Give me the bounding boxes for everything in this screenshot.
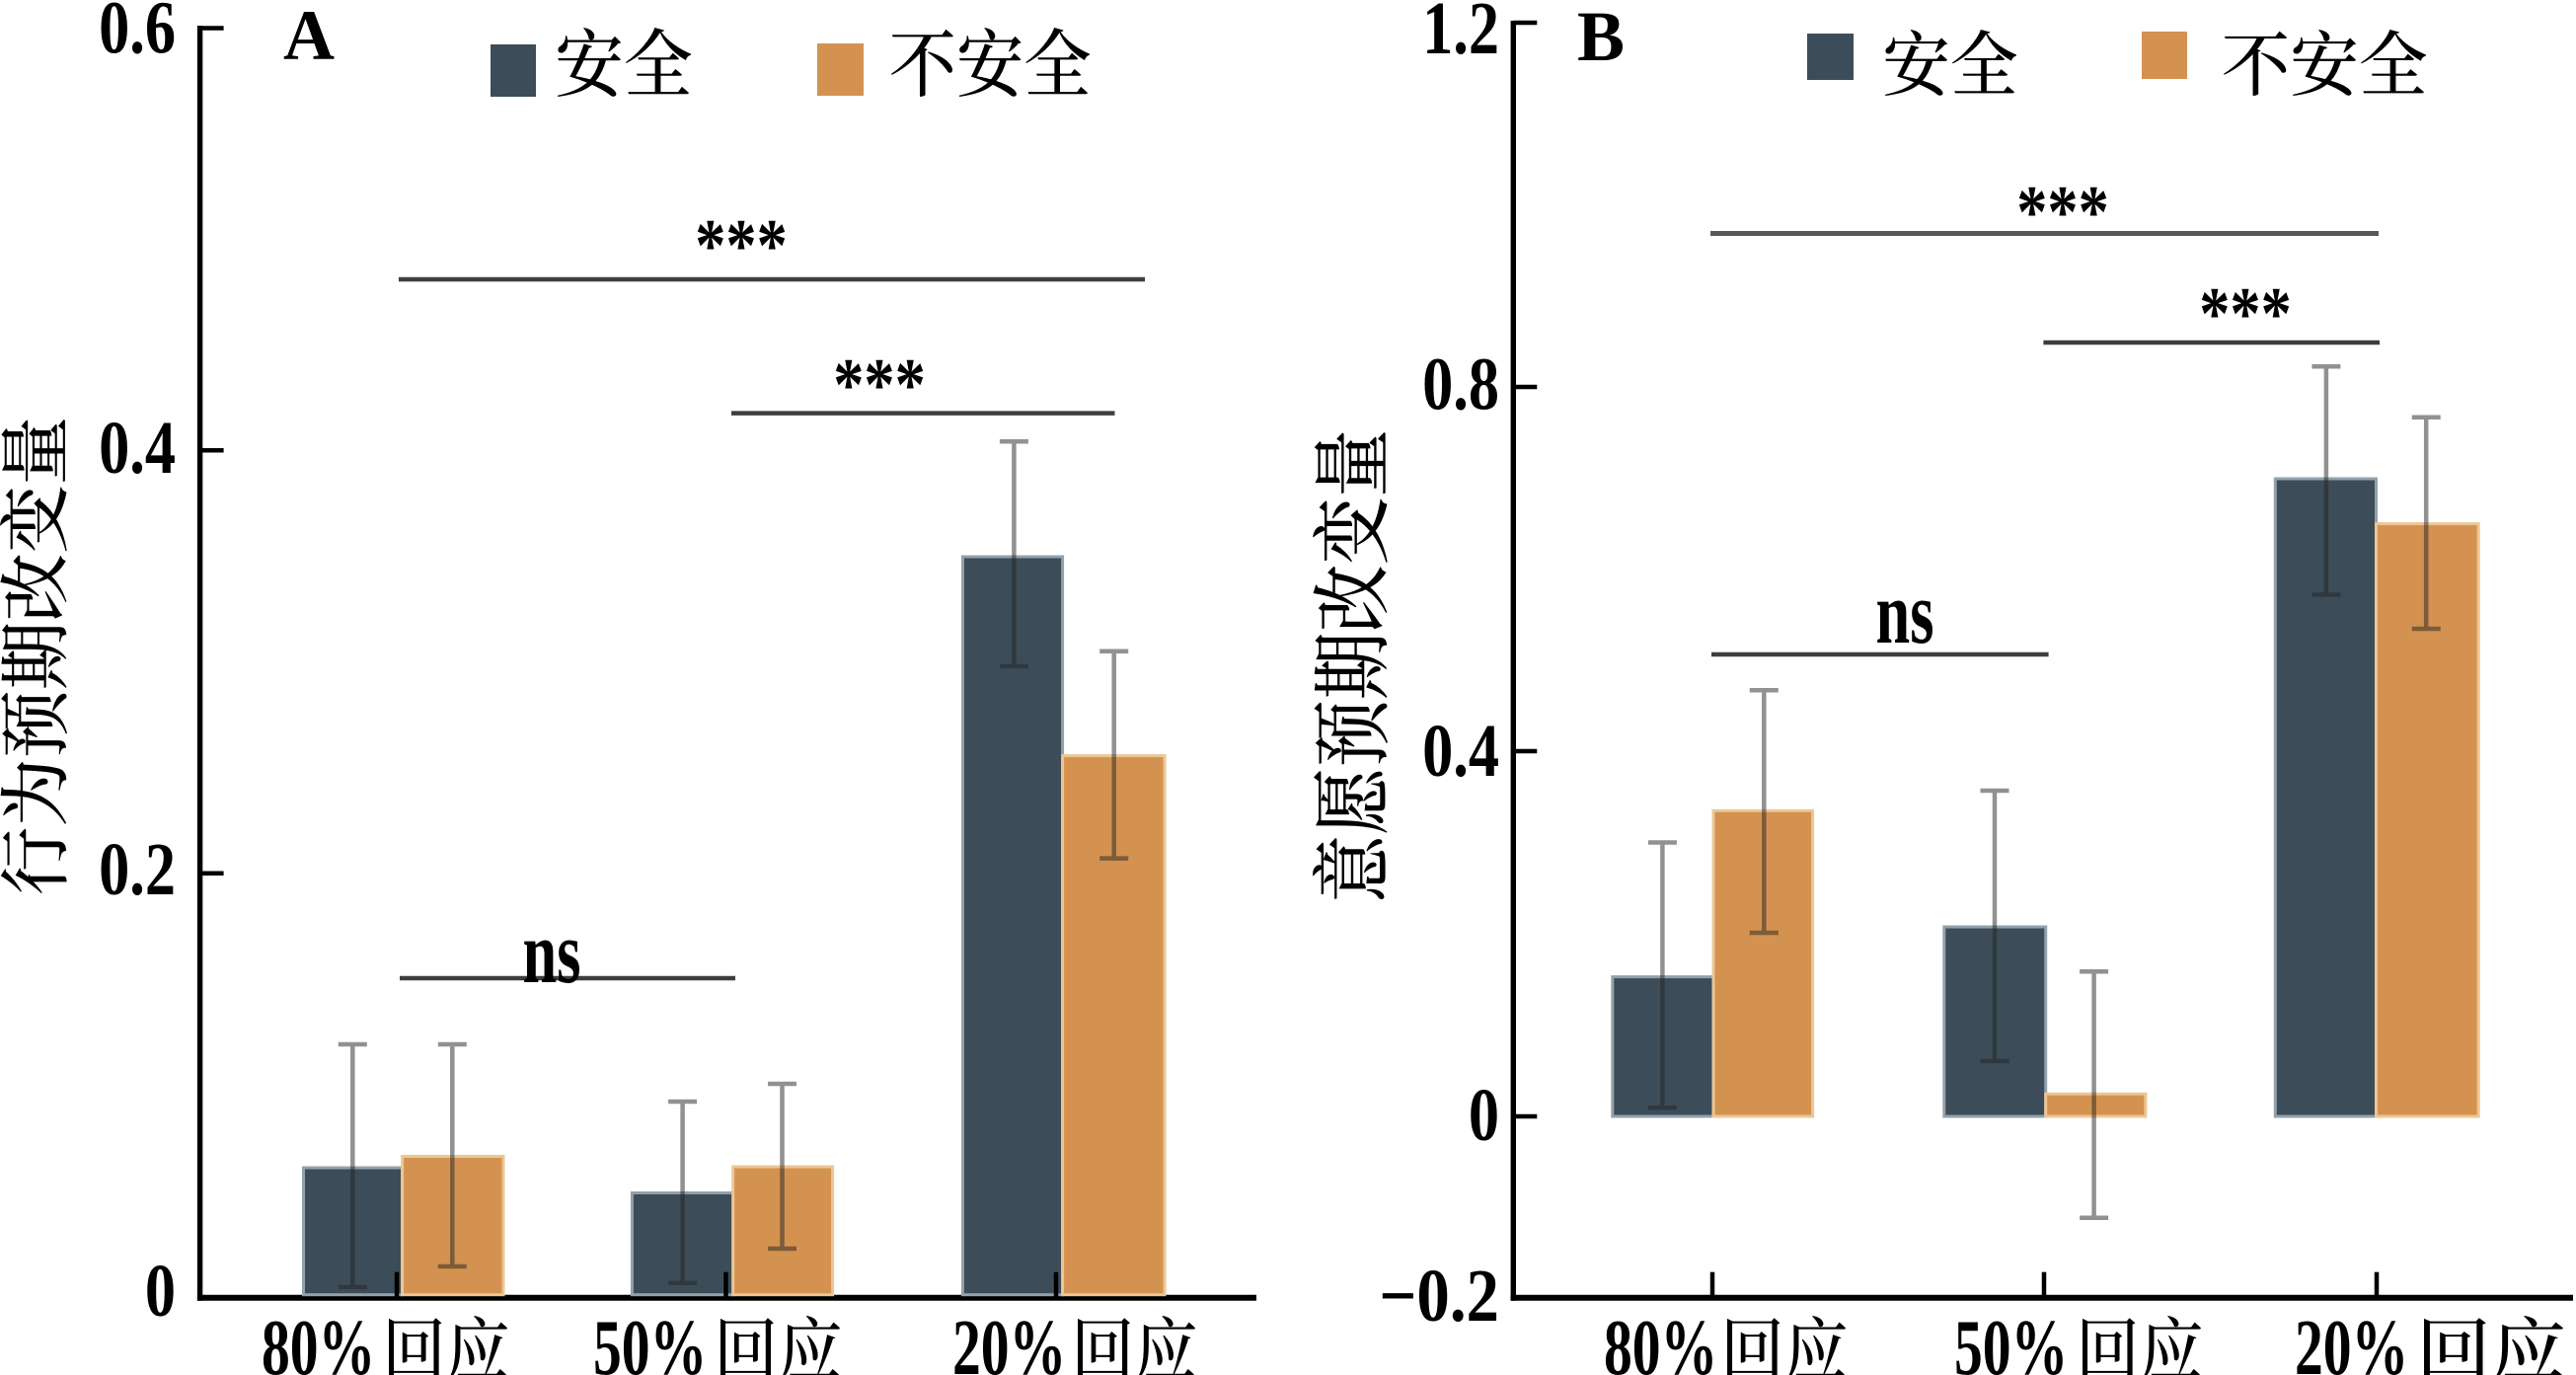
svg-text:−0.2: −0.2 [1379,1255,1499,1337]
svg-text:20%: 20% [952,1305,1066,1375]
svg-text:0: 0 [1469,1074,1499,1157]
svg-text:B: B [1577,0,1625,76]
svg-text:ns: ns [523,903,581,1002]
svg-text:ns: ns [1876,564,1934,662]
svg-text:0.4: 0.4 [1422,710,1499,793]
svg-text:***: *** [2016,171,2108,254]
svg-text:1.2: 1.2 [1422,0,1499,70]
svg-text:0.6: 0.6 [99,0,176,70]
svg-text:80%: 80% [1604,1305,1717,1375]
svg-text:0.4: 0.4 [99,407,176,490]
svg-text:50%: 50% [593,1305,707,1375]
svg-text:0.8: 0.8 [1422,344,1499,426]
svg-text:80%: 80% [262,1305,375,1375]
svg-text:***: *** [833,344,925,426]
svg-text:0.2: 0.2 [99,828,176,911]
svg-text:A: A [283,0,335,75]
svg-text:20%: 20% [2295,1305,2408,1375]
svg-text:***: *** [2199,272,2291,355]
svg-text:0: 0 [145,1250,176,1333]
svg-text:***: *** [695,204,787,287]
svg-text:50%: 50% [1954,1305,2068,1375]
